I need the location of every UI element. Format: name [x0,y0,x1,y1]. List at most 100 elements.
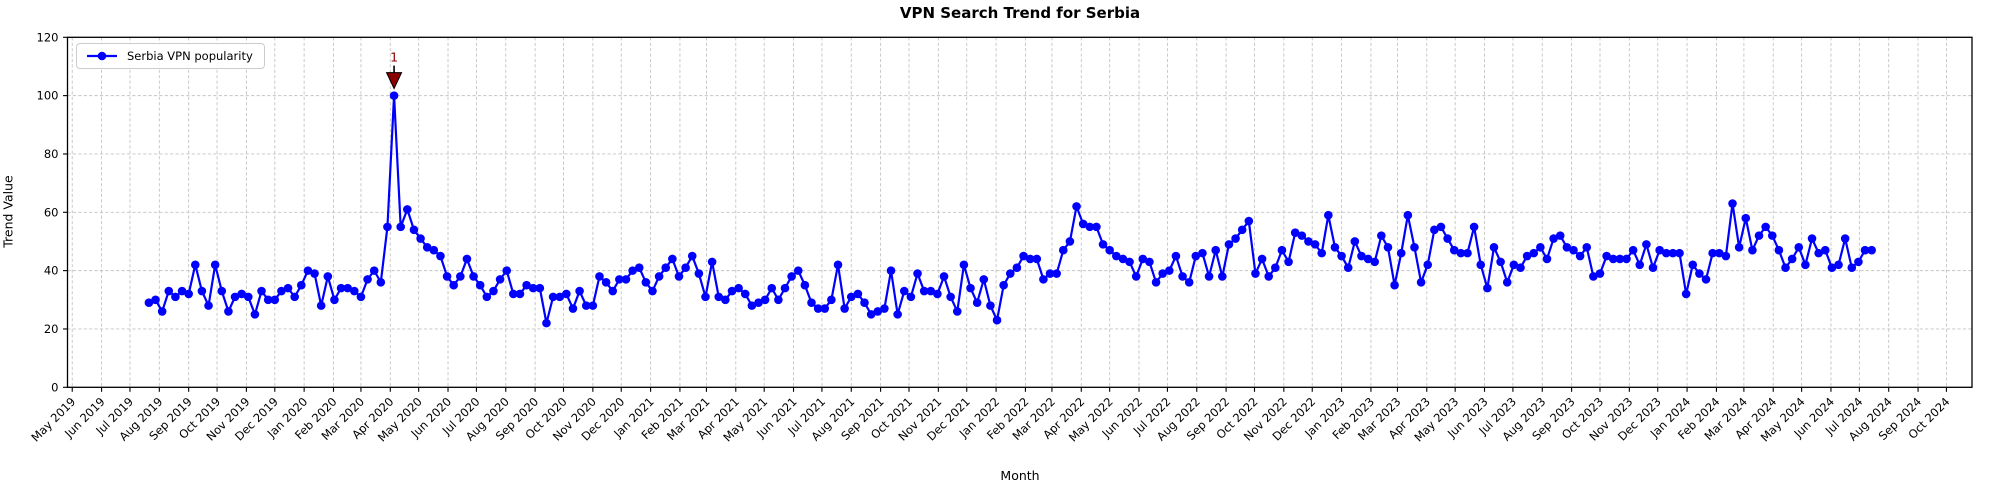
data-point [899,286,909,296]
data-point [1496,257,1505,267]
data-point [1449,245,1459,255]
data-point [1019,251,1028,261]
legend: Serbia VPN popularity [76,43,265,69]
data-point [1098,240,1108,249]
y-tick-label: 120 [37,30,59,44]
data-point [1582,243,1592,252]
data-point [383,222,392,232]
data-point [1536,243,1545,252]
data-point [1595,269,1605,278]
data-point [1628,245,1638,255]
data-point [1072,202,1081,211]
data-point [581,301,591,310]
data-point [263,295,273,305]
data-point [403,205,412,214]
data-point [674,272,684,281]
data-point [628,266,637,275]
data-point [886,266,896,275]
data-point [1708,248,1717,258]
data-point [800,280,810,290]
data-point [330,295,339,305]
data-point [853,289,863,299]
data-point [1642,240,1651,249]
data-point [1748,245,1757,255]
data-point [946,292,955,302]
data-point [555,292,565,302]
data-point [615,275,624,284]
data-point [1661,248,1671,258]
data-point [356,292,366,302]
data-point [760,295,770,305]
data-point [509,289,518,299]
data-point [595,272,604,281]
data-point [681,263,690,273]
chart-title: VPN Search Trend for Serbia [899,4,1141,22]
data-point [734,283,743,293]
data-point [919,286,929,296]
data-point [1052,269,1061,278]
data-point [827,295,836,305]
data-point [171,292,180,302]
data-point [568,304,578,313]
data-point [668,254,677,264]
data-point [1304,237,1313,246]
y-tick-label: 40 [44,264,59,278]
data-point [1522,251,1532,261]
data-point [290,292,299,302]
data-point [316,301,326,310]
data-point [880,304,889,313]
data-point [820,304,830,313]
data-point [1396,248,1406,258]
data-point [190,260,200,270]
data-point [1065,237,1075,246]
data-point [846,292,856,302]
data-point [1668,248,1678,258]
data-point [1542,254,1552,264]
data-point [475,280,485,290]
data-point [952,307,962,316]
legend-marker-sample [97,51,107,61]
data-point [1443,234,1452,243]
data-point [906,292,916,302]
data-point [1483,283,1492,293]
data-point [1569,245,1578,255]
data-point [482,292,492,302]
data-point [959,260,969,270]
data-point [1131,272,1141,281]
data-point [1151,278,1161,287]
data-point [303,266,313,275]
data-point [873,307,883,316]
y-tick-label: 20 [44,322,59,336]
data-point [151,295,160,305]
data-point [793,266,803,275]
data-point [740,289,750,299]
data-point [1290,228,1300,238]
data-point [164,286,174,296]
data-point [283,283,293,293]
data-point [707,257,717,267]
data-point [1648,263,1658,273]
data-point [1463,248,1472,258]
data-point [1728,199,1737,208]
data-point [177,286,187,296]
data-point [409,225,419,235]
data-point [913,269,922,278]
data-point [1781,263,1790,273]
data-point [1489,243,1499,252]
data-point [462,254,472,264]
data-point [1410,243,1419,252]
data-point [588,301,598,310]
data-point [1741,213,1751,223]
data-point [1005,269,1015,278]
data-point [456,272,465,281]
data-point [1794,243,1804,252]
data-point [780,283,790,293]
data-point [634,263,644,273]
data-point [562,289,571,299]
data-point [1178,272,1187,281]
data-point [277,286,286,296]
data-point [1324,210,1333,220]
data-point [1807,234,1817,243]
data-point [1509,260,1519,270]
